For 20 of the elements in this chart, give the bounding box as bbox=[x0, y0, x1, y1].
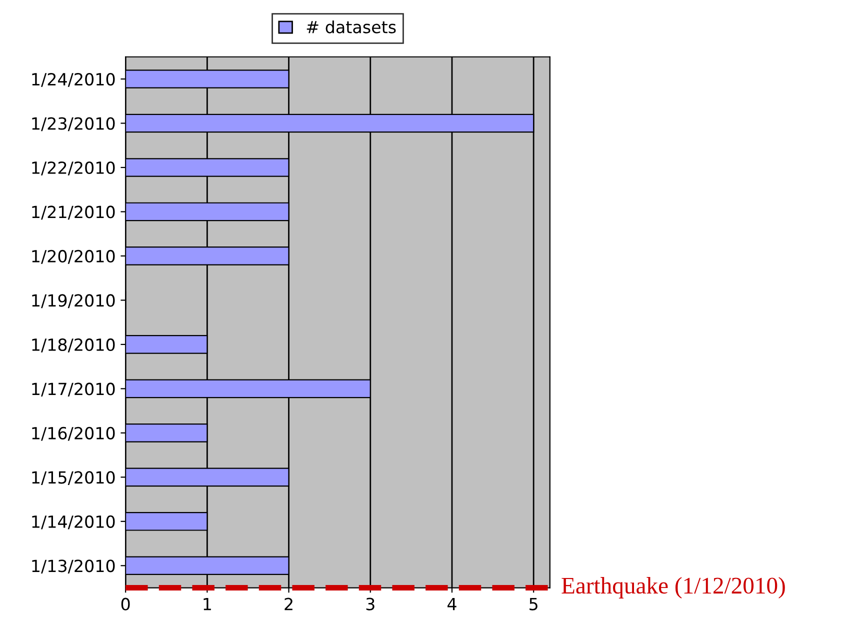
x-tick-label: 4 bbox=[448, 598, 456, 610]
x-tick-label: 3 bbox=[366, 598, 374, 610]
y-tick-label: 1/23/2010 bbox=[32, 117, 115, 132]
y-tick-label: 1/20/2010 bbox=[32, 250, 115, 264]
text: Earthquake (1/12/2010) bbox=[562, 577, 785, 598]
y-tick-label: 1/17/2010 bbox=[32, 382, 115, 397]
legend-label: # datasets bbox=[306, 20, 396, 34]
y-tick-label: 1/19/2010 bbox=[32, 294, 115, 308]
y-tick-label: 1/16/2010 bbox=[32, 426, 115, 441]
y-tick-label: 1/13/2010 bbox=[32, 560, 115, 574]
y-tick-label: 1/18/2010 bbox=[32, 338, 115, 352]
x-tick-label: 5 bbox=[530, 598, 538, 610]
y-tick-label: 1/15/2010 bbox=[32, 471, 115, 486]
y-tick-label: 1/24/2010 bbox=[32, 72, 115, 87]
y-tick-label: 1/21/2010 bbox=[32, 206, 115, 220]
x-tick-label: 1 bbox=[204, 598, 211, 610]
x-tick-label: 2 bbox=[284, 598, 292, 610]
y-tick-label: 1/14/2010 bbox=[32, 515, 115, 530]
x-tick-label: 0 bbox=[121, 598, 130, 610]
y-tick-label: 1/22/2010 bbox=[32, 161, 115, 176]
